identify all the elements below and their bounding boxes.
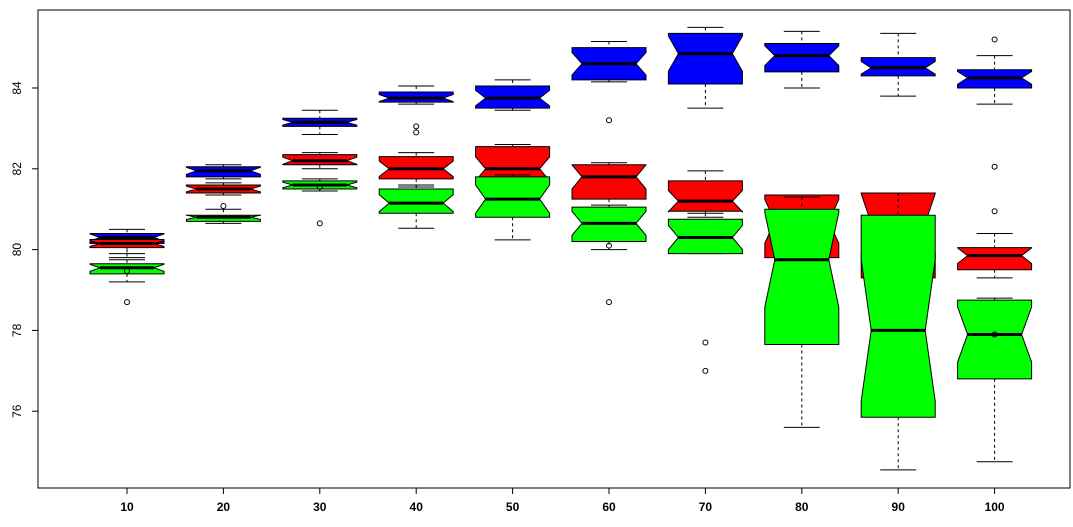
- y-tick-label: 84: [10, 81, 24, 95]
- box: [667, 180, 743, 213]
- x-tick-label: 50: [506, 500, 520, 514]
- x-tick-label: 60: [602, 500, 616, 514]
- outlier: [991, 331, 998, 338]
- outlier: [702, 367, 709, 374]
- outlier: [606, 299, 612, 306]
- outlier: [991, 36, 998, 43]
- box: [957, 299, 1033, 380]
- y-tick-label: 76: [10, 404, 24, 418]
- x-tick-label: 40: [410, 500, 424, 514]
- outlier: [124, 299, 130, 306]
- x-tick-label: 30: [313, 500, 327, 514]
- box: [764, 43, 840, 73]
- x-tick-label: 100: [985, 500, 1005, 514]
- plot-frame: [37, 9, 1071, 489]
- outlier: [702, 339, 709, 346]
- y-tick-label: 82: [10, 162, 24, 176]
- outlier: [991, 163, 998, 170]
- x-tick-label: 20: [217, 500, 231, 514]
- x-tick-label: 70: [699, 500, 713, 514]
- box: [764, 208, 840, 346]
- box: [667, 32, 743, 85]
- box: [571, 164, 647, 200]
- outlier: [220, 202, 227, 209]
- outlier: [991, 208, 998, 215]
- x-tick-label: 80: [795, 500, 809, 514]
- box: [957, 247, 1033, 271]
- x-tick-label: 10: [120, 500, 134, 514]
- outlier: [316, 220, 323, 227]
- outlier: [124, 268, 130, 275]
- box: [378, 188, 454, 214]
- outlier: [606, 242, 612, 249]
- box: [475, 176, 551, 218]
- outlier: [316, 183, 323, 190]
- y-tick-label: 78: [10, 323, 24, 337]
- box: [860, 214, 936, 418]
- x-tick-label: 90: [892, 500, 906, 514]
- outlier: [606, 117, 612, 124]
- outlier: [413, 123, 420, 130]
- y-tick-label: 80: [10, 243, 24, 257]
- outlier: [413, 129, 420, 136]
